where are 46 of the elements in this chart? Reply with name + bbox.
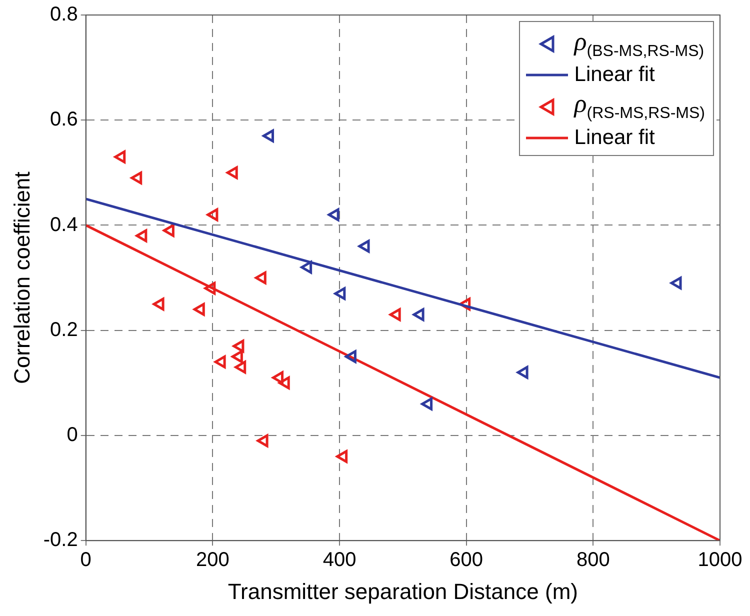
point bbox=[232, 340, 244, 353]
point bbox=[389, 308, 401, 322]
point bbox=[114, 150, 126, 164]
y-tick-label: 0.6 bbox=[50, 108, 78, 131]
point bbox=[516, 366, 528, 379]
point bbox=[336, 450, 348, 463]
y-tick-label: 0.2 bbox=[50, 318, 78, 341]
y-axis-title: Correlation coefficient bbox=[9, 172, 34, 384]
x-tick-label: 200 bbox=[196, 549, 230, 572]
point bbox=[136, 229, 148, 242]
legend-label: Linear fit bbox=[574, 124, 655, 151]
point bbox=[358, 240, 370, 253]
point bbox=[334, 287, 346, 300]
point bbox=[278, 376, 290, 390]
y-tick-label: 0.8 bbox=[50, 4, 78, 26]
x-axis-title: Transmitter separation Distance (m) bbox=[228, 578, 578, 604]
point bbox=[231, 350, 243, 364]
y-tick-label: 0 bbox=[66, 424, 78, 446]
point bbox=[300, 260, 312, 274]
x-tick-label: 600 bbox=[450, 549, 484, 572]
legend-label: ρ$_{(RS-MS,RS-MS)}$ bbox=[574, 88, 705, 125]
point bbox=[130, 171, 142, 184]
point bbox=[254, 271, 266, 284]
point bbox=[204, 282, 216, 295]
x-tick-label: 800 bbox=[576, 549, 610, 572]
point bbox=[206, 208, 218, 222]
point bbox=[214, 355, 226, 368]
point bbox=[344, 350, 356, 364]
y-tick-label: -0.2 bbox=[43, 529, 78, 552]
point bbox=[328, 208, 340, 222]
x-tick-label: 400 bbox=[322, 549, 356, 572]
point bbox=[262, 129, 274, 142]
point bbox=[256, 434, 268, 448]
point bbox=[272, 371, 284, 384]
point bbox=[193, 302, 205, 316]
point bbox=[162, 224, 174, 237]
point bbox=[226, 166, 238, 180]
point bbox=[670, 276, 682, 290]
x-tick-label: 1000 bbox=[698, 549, 742, 572]
point bbox=[412, 308, 424, 322]
legend-label: ρ$_{(BS-MS,RS-MS)}$ bbox=[574, 26, 704, 62]
point bbox=[421, 398, 433, 410]
point bbox=[152, 298, 164, 311]
point bbox=[234, 360, 246, 374]
legend-label: Linear fit bbox=[574, 62, 655, 88]
y-tick-label: 0.4 bbox=[50, 214, 78, 236]
